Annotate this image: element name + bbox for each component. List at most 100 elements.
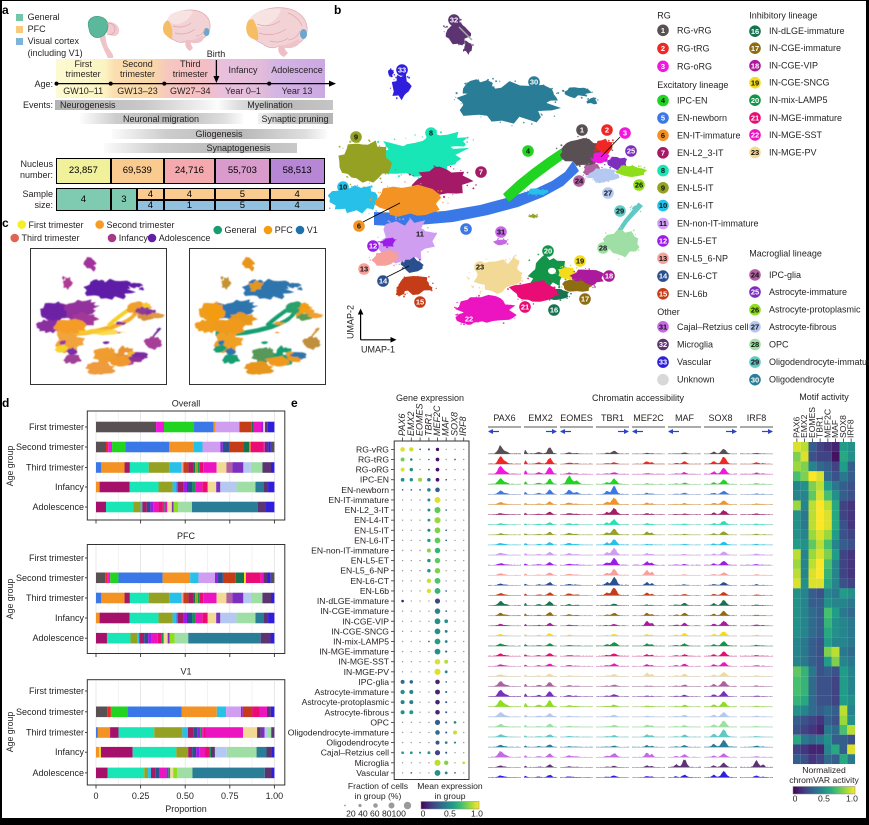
svg-text:17: 17 <box>751 44 759 53</box>
svg-text:IN-MGE-PV: IN-MGE-PV <box>769 147 817 157</box>
svg-text:EN-L5-ET: EN-L5-ET <box>677 236 718 246</box>
svg-text:EN-L4-IT: EN-L4-IT <box>677 166 714 176</box>
svg-text:21: 21 <box>751 114 759 123</box>
svg-text:Motif activity: Motif activity <box>799 392 849 402</box>
svg-text:IN-CGE-immature: IN-CGE-immature <box>320 606 389 616</box>
svg-text:13: 13 <box>360 265 368 274</box>
svg-text:30: 30 <box>530 78 538 87</box>
svg-text:PAX6: PAX6 <box>397 414 407 436</box>
svg-text:SOX8: SOX8 <box>450 412 460 436</box>
svg-text:EN-newborn: EN-newborn <box>341 485 389 495</box>
svg-text:16: 16 <box>751 27 759 36</box>
svg-text:Infancy: Infancy <box>119 233 149 243</box>
svg-text:1.00: 1.00 <box>266 791 284 801</box>
svg-text:12: 12 <box>369 242 377 251</box>
svg-text:RG-oRG: RG-oRG <box>356 465 390 475</box>
svg-text:EN-L5_6-NP: EN-L5_6-NP <box>340 566 389 576</box>
svg-text:30: 30 <box>751 375 759 384</box>
svg-text:20 40 60 80100: 20 40 60 80100 <box>346 809 406 819</box>
svg-text:UMAP-1: UMAP-1 <box>361 345 395 355</box>
svg-text:31: 31 <box>659 322 667 331</box>
svg-text:Oligodendrocyte: Oligodendrocyte <box>326 738 389 748</box>
svg-text:EN-L5-IT: EN-L5-IT <box>677 183 714 193</box>
svg-text:10: 10 <box>659 201 667 210</box>
svg-text:15: 15 <box>416 298 424 307</box>
svg-text:0.5: 0.5 <box>818 794 830 804</box>
svg-text:10: 10 <box>339 183 347 192</box>
svg-text:OPC: OPC <box>769 340 789 350</box>
svg-text:EN-IT-immature: EN-IT-immature <box>677 130 741 140</box>
svg-text:29: 29 <box>616 207 624 216</box>
svg-text:Third trimester: Third trimester <box>26 728 84 738</box>
svg-text:EN-L2_3-IT: EN-L2_3-IT <box>345 505 390 515</box>
svg-text:SOX8: SOX8 <box>838 415 848 438</box>
svg-text:Adolescence: Adolescence <box>32 502 84 512</box>
svg-text:6: 6 <box>357 222 361 231</box>
svg-text:16: 16 <box>550 306 558 315</box>
svg-text:General: General <box>225 225 257 235</box>
svg-text:Second trimester: Second trimester <box>16 573 84 583</box>
svg-text:18: 18 <box>751 61 759 70</box>
svg-text:RG-tRG: RG-tRG <box>358 455 389 465</box>
svg-text:Chromatin accessibility: Chromatin accessibility <box>592 393 685 403</box>
svg-text:13: 13 <box>659 254 667 263</box>
svg-text:EN-L6-CT: EN-L6-CT <box>677 271 718 281</box>
svg-text:EN-L5-ET: EN-L5-ET <box>351 556 390 566</box>
svg-text:11: 11 <box>416 230 424 239</box>
svg-text:7: 7 <box>479 168 483 177</box>
svg-text:33: 33 <box>398 66 406 75</box>
svg-text:Second trimester: Second trimester <box>16 707 84 717</box>
svg-text:0.75: 0.75 <box>221 791 239 801</box>
svg-text:Overall: Overall <box>172 399 201 409</box>
svg-text:24: 24 <box>575 177 584 186</box>
svg-text:19: 19 <box>576 257 584 266</box>
svg-text:5: 5 <box>464 225 468 234</box>
svg-text:0.25: 0.25 <box>132 791 150 801</box>
svg-text:EN-L5-IT: EN-L5-IT <box>354 525 390 535</box>
svg-text:MAF: MAF <box>830 420 840 438</box>
svg-text:IN-CGE-SNCG: IN-CGE-SNCG <box>331 626 389 636</box>
svg-text:Adolescence: Adolescence <box>32 633 84 643</box>
svg-text:1: 1 <box>580 126 584 135</box>
svg-text:chromVAR activity: chromVAR activity <box>789 775 859 785</box>
svg-text:RG: RG <box>657 11 671 21</box>
svg-text:28: 28 <box>599 244 607 253</box>
svg-text:Astrocyte-fibrous: Astrocyte-fibrous <box>325 707 389 717</box>
svg-text:IN-mix-LAMP5: IN-mix-LAMP5 <box>769 95 828 105</box>
svg-text:TBR1: TBR1 <box>423 413 433 436</box>
svg-text:IRF8: IRF8 <box>846 419 856 438</box>
svg-text:Microglia: Microglia <box>355 758 390 768</box>
svg-text:Age group: Age group <box>5 446 15 487</box>
svg-text:in group: in group <box>434 791 465 801</box>
svg-text:Astrocyte-immature: Astrocyte-immature <box>315 687 390 697</box>
svg-text:EN-L6-IT: EN-L6-IT <box>354 535 390 545</box>
svg-text:32: 32 <box>659 340 667 349</box>
svg-text:EN-L6b: EN-L6b <box>677 289 708 299</box>
svg-text:Age group: Age group <box>5 579 15 620</box>
svg-text:EN-L4-IT: EN-L4-IT <box>354 515 390 525</box>
svg-text:Astrocyte-fibrous: Astrocyte-fibrous <box>769 322 837 332</box>
svg-text:11: 11 <box>659 219 667 228</box>
svg-text:MEF2C: MEF2C <box>633 413 664 423</box>
svg-text:Unknown: Unknown <box>677 375 715 385</box>
svg-text:EMX2: EMX2 <box>528 413 553 423</box>
svg-text:RG-vRG: RG-vRG <box>356 444 389 454</box>
svg-text:IPC-glia: IPC-glia <box>769 270 801 280</box>
svg-text:7: 7 <box>661 148 665 157</box>
svg-text:EN-newborn: EN-newborn <box>677 113 727 123</box>
svg-text:0.5: 0.5 <box>444 809 456 819</box>
svg-text:23: 23 <box>751 148 759 157</box>
svg-text:Proportion: Proportion <box>165 804 207 814</box>
svg-text:PAX6: PAX6 <box>791 416 801 438</box>
svg-text:Fraction of cells: Fraction of cells <box>348 781 408 791</box>
svg-text:Vascular: Vascular <box>677 357 711 367</box>
svg-text:Astrocyte-protoplasmic: Astrocyte-protoplasmic <box>302 697 390 707</box>
svg-text:26: 26 <box>635 181 643 190</box>
svg-text:EN-L6-IT: EN-L6-IT <box>677 201 714 211</box>
svg-text:20: 20 <box>544 247 552 256</box>
svg-text:Third trimester: Third trimester <box>26 463 84 473</box>
svg-text:EOMES: EOMES <box>807 407 817 438</box>
svg-text:Oligodendrocyte-immature: Oligodendrocyte-immature <box>769 357 869 367</box>
svg-text:Third trimester: Third trimester <box>22 233 80 243</box>
svg-text:2: 2 <box>605 126 609 135</box>
